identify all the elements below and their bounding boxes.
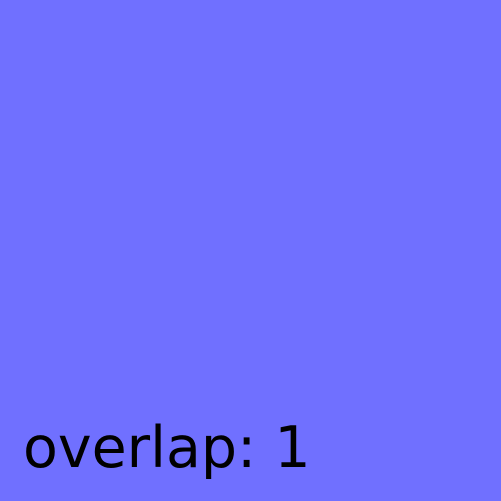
overlap-label: overlap: 1 [23,415,311,481]
